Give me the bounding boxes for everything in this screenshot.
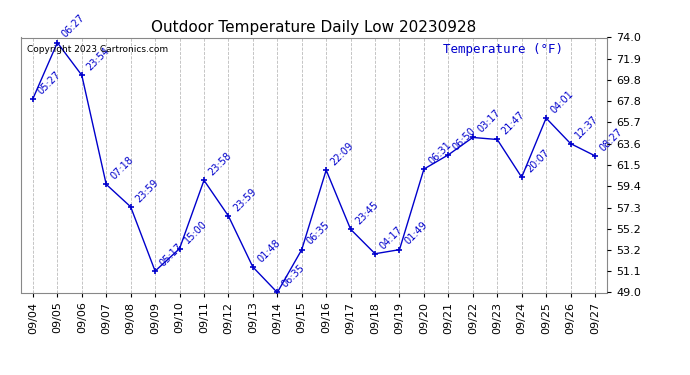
Text: 22:09: 22:09 xyxy=(329,141,356,167)
Text: 12:37: 12:37 xyxy=(573,114,600,141)
Text: 20:07: 20:07 xyxy=(524,148,551,174)
Text: 01:48: 01:48 xyxy=(255,237,282,264)
Text: 05:27: 05:27 xyxy=(36,69,63,96)
Text: 23:59: 23:59 xyxy=(231,186,258,213)
Text: 21:47: 21:47 xyxy=(500,110,527,137)
Text: 06:35: 06:35 xyxy=(280,263,307,290)
Text: 01:49: 01:49 xyxy=(402,220,429,247)
Text: 06:50: 06:50 xyxy=(451,125,478,152)
Text: Copyright 2023 Cartronics.com: Copyright 2023 Cartronics.com xyxy=(26,45,168,54)
Text: 04:17: 04:17 xyxy=(378,224,404,251)
Text: 04:01: 04:01 xyxy=(549,88,575,115)
Text: 06:35: 06:35 xyxy=(304,220,331,247)
Text: 08:27: 08:27 xyxy=(598,126,624,153)
Text: 15:00: 15:00 xyxy=(182,219,209,246)
Text: 23:59: 23:59 xyxy=(133,177,160,204)
Text: 05:17: 05:17 xyxy=(158,242,185,268)
Title: Outdoor Temperature Daily Low 20230928: Outdoor Temperature Daily Low 20230928 xyxy=(151,20,477,35)
Text: 07:18: 07:18 xyxy=(109,155,136,182)
Text: 03:17: 03:17 xyxy=(475,108,502,135)
Text: 23:54: 23:54 xyxy=(85,46,112,72)
Text: 06:27: 06:27 xyxy=(60,13,87,40)
Text: 23:58: 23:58 xyxy=(207,151,234,177)
Text: 23:45: 23:45 xyxy=(353,200,380,226)
Text: Temperature (°F): Temperature (°F) xyxy=(443,43,563,56)
Text: 06:31: 06:31 xyxy=(426,140,453,166)
